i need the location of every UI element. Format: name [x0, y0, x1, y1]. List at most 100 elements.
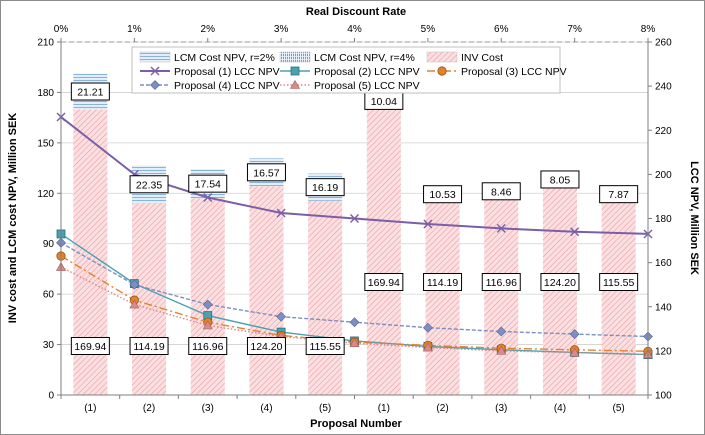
- x-tick-label: (2): [436, 403, 448, 414]
- inv-value-label-text: 169.94: [368, 277, 400, 289]
- marker-x-stroke: [203, 193, 213, 203]
- lcm-value-label-box: [188, 174, 228, 193]
- x-tick-label: (3): [495, 403, 507, 414]
- marker-x-stroke: [350, 214, 359, 223]
- legend-label: Proposal (4) LCC NPV: [174, 80, 280, 92]
- legend-item: LCM Cost NPV, r=4%: [279, 51, 415, 64]
- inv-cost-bar: [249, 186, 284, 395]
- marker-diamond: [150, 80, 160, 90]
- y2-tick-label: 260: [655, 38, 672, 49]
- inv-value-label: 114.19: [129, 337, 169, 355]
- legend-label: Proposal (5) LCC NPV: [314, 80, 420, 92]
- top-tick-label: 4%: [347, 24, 362, 35]
- lcm-value-label: 17.54: [188, 174, 228, 193]
- marker-x: [496, 223, 506, 233]
- inv-value-label: 124.20: [540, 273, 580, 291]
- top-tick-label: 2%: [201, 24, 216, 35]
- top-tick-label: 8%: [641, 24, 656, 35]
- legend-item: Proposal (3) LCC NPV: [427, 66, 567, 78]
- marker-triangle: [289, 79, 301, 89]
- marker-triangle: [496, 345, 507, 355]
- axes: 0 30 60 90 120 150 180 210 100 120 140 160 180 200 220…: [37, 24, 672, 414]
- y-tick-label: 90: [43, 239, 55, 250]
- legend-item: Proposal (1) LCC NPV: [140, 66, 280, 78]
- y2-tick-label: 180: [655, 214, 672, 225]
- lcm-value-label-text: 21.21: [77, 87, 103, 99]
- y-tick-label: 0: [48, 391, 54, 402]
- marker-triangle: [422, 342, 433, 352]
- marker-x: [203, 193, 213, 203]
- legend-label: Proposal (2) LCC NPV: [314, 66, 420, 78]
- marker-x: [423, 219, 433, 229]
- legend-label: LCM Cost NPV, r=2%: [174, 52, 275, 64]
- inv-value-label-text: 116.96: [192, 341, 223, 353]
- lcm-value-label-box: [129, 175, 169, 194]
- inv-value-label-text: 114.19: [133, 341, 164, 353]
- marker-x-stroke: [276, 208, 286, 218]
- lcm-value-label-box: [246, 163, 286, 182]
- y-tick-label: 150: [37, 138, 54, 149]
- lcm-value-label-text: 16.57: [253, 167, 279, 179]
- lcm-value-label: 7.87: [599, 185, 639, 204]
- marker-x-stroke: [150, 66, 160, 76]
- top-tick-label: 7%: [567, 24, 582, 35]
- top-tick-label: 3%: [274, 24, 289, 35]
- inv-value-label-text: 124.20: [250, 341, 282, 353]
- x-tick-label: (1): [378, 403, 390, 414]
- lcm-value-label-text: 10.04: [371, 96, 397, 108]
- legend-label: Proposal (3) LCC NPV: [461, 66, 567, 78]
- lcm-value-label-box: [540, 170, 580, 189]
- inv-cost-bar: [484, 198, 519, 395]
- lcm-value-label-box: [423, 185, 463, 204]
- marker-triangle: [349, 338, 360, 347]
- inv-value-label-box: [70, 337, 110, 355]
- inv-value-label-box: [246, 337, 286, 355]
- top-tick-label: 5%: [421, 24, 436, 35]
- marker-triangle: [569, 347, 580, 357]
- lcm-value-label-text: 7.87: [608, 189, 629, 201]
- inv-value-label-text: 169.94: [74, 341, 106, 353]
- x-tick-label: (3): [202, 403, 214, 414]
- y2-axis-title: LCC NPV, Million SEK: [688, 161, 700, 275]
- legend-item: Proposal (4) LCC NPV: [140, 80, 280, 92]
- lcm-value-label: 10.04: [364, 91, 404, 110]
- lcm-value-label: 10.53: [423, 185, 463, 204]
- lcm-value-label-text: 8.05: [550, 174, 571, 186]
- inv-value-label-text: 116.96: [486, 277, 517, 289]
- lcm-value-label-box: [481, 182, 521, 201]
- x-tick-label: (5): [613, 403, 625, 414]
- lcm-value-label-text: 16.19: [312, 182, 338, 194]
- inv-value-label-box: [540, 273, 580, 291]
- lcm-value-label-text: 10.53: [429, 189, 455, 201]
- inv-value-label-text: 115.55: [603, 277, 634, 289]
- legend: LCM Cost NPV, r=2% LCM Cost NPV, r=4% INV …: [131, 46, 567, 94]
- inv-value-label: 169.94: [364, 273, 404, 291]
- inv-value-label-box: [188, 337, 228, 355]
- x-tick-label: (4): [554, 403, 566, 414]
- marker-diamond: [349, 317, 360, 328]
- inv-value-label-box: [305, 337, 345, 355]
- y-tick-label: 180: [37, 88, 54, 99]
- lcm-value-label: 22.35: [129, 175, 169, 194]
- y-tick-label: 120: [37, 189, 54, 200]
- x-tick-label: (1): [84, 403, 96, 414]
- inv-cost-bar: [190, 198, 225, 395]
- marker-diamond: [496, 326, 507, 337]
- marker-x-stroke: [423, 219, 433, 229]
- lcm-value-label-box: [70, 82, 110, 101]
- marker-square: [290, 66, 300, 76]
- marker-triangle: [129, 299, 140, 309]
- inv-value-label: 116.96: [188, 337, 228, 355]
- data-labels: 21.21 169.94 22.35 114.19 17.54 116.96 16.57 12…: [70, 82, 639, 355]
- lcm-value-label-box: [305, 178, 345, 197]
- y2-tick-label: 140: [655, 302, 672, 313]
- legend-item: Proposal (5) LCC NPV: [280, 79, 420, 92]
- legend-swatch: [279, 51, 311, 63]
- top-tick-label: 0%: [54, 24, 69, 35]
- legend-label: Proposal (1) LCC NPV: [174, 66, 280, 78]
- inv-value-label: 115.55: [599, 273, 639, 291]
- x-tick-label: (5): [319, 403, 331, 414]
- marker-x-stroke: [570, 227, 580, 237]
- inv-value-label-text: 124.20: [544, 277, 576, 289]
